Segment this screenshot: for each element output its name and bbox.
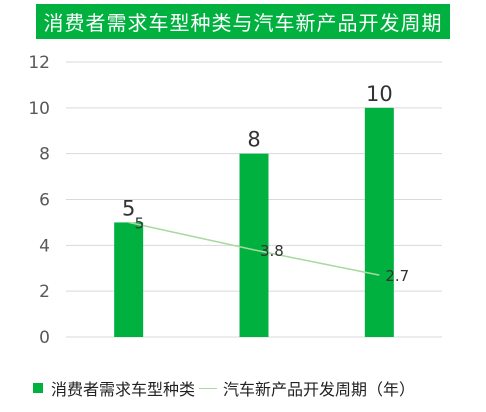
line-value-label: 3.8 <box>260 242 284 260</box>
legend-swatch-bar <box>33 383 43 393</box>
legend: 消费者需求车型种类 汽车新产品开发周期（年） <box>33 376 415 400</box>
bar-value-label: 10 <box>366 82 393 106</box>
line-path <box>128 221 380 276</box>
line-data-labels: 5 3.8 2.7 <box>135 214 410 285</box>
y-tick-label: 4 <box>39 236 50 256</box>
legend-label-line: 汽车新产品开发周期（年） <box>223 380 416 399</box>
bar <box>114 222 144 337</box>
y-axis-tick-labels: 0 2 4 6 8 10 12 <box>28 53 50 348</box>
y-tick-label: 2 <box>39 282 50 302</box>
bar <box>364 107 394 337</box>
line-series <box>128 221 380 276</box>
y-tick-label: 8 <box>39 145 50 165</box>
legend-label-bar: 消费者需求车型种类 <box>51 380 196 399</box>
line-value-label: 2.7 <box>385 267 409 285</box>
bar-data-labels: 5 8 10 <box>122 82 393 221</box>
bar-series <box>114 107 394 337</box>
y-tick-label: 10 <box>28 99 50 119</box>
y-tick-label: 0 <box>39 328 50 348</box>
bar-value-label: 8 <box>247 128 260 152</box>
line-value-label: 5 <box>135 214 145 232</box>
bar <box>239 153 269 337</box>
chart-title: 消费者需求车型种类与汽车新产品开发周期 <box>36 4 450 39</box>
y-tick-label: 12 <box>28 53 50 73</box>
bar-value-label: 5 <box>122 196 135 220</box>
legend-swatch-line <box>199 387 218 389</box>
y-tick-label: 6 <box>39 191 50 211</box>
